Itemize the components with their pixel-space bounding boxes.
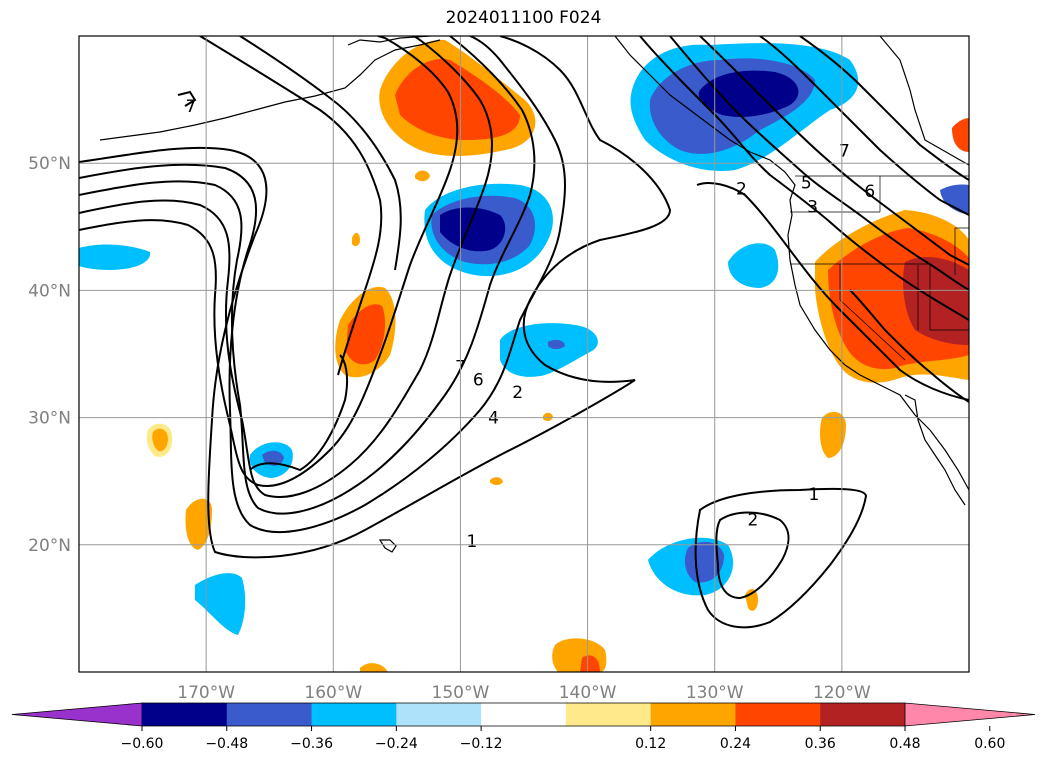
map-title: 2024011100 F024: [445, 8, 602, 28]
contour-6-west-lobe: [239, 36, 402, 271]
contour-label: 7: [185, 97, 196, 117]
contour-7-inner: [249, 354, 349, 472]
coast-alaska-north: [347, 36, 431, 46]
colorbar-bin: [226, 703, 313, 726]
lon-tick-label: 120°W: [813, 683, 871, 703]
positive-anomaly-canada-edge: [952, 118, 969, 152]
contour-2-main: [79, 36, 566, 534]
colorbar-tick-label: 0.24: [720, 736, 751, 752]
contour-label: 2: [747, 510, 758, 530]
colorbar-bin: [311, 703, 397, 726]
positive-blob-5: [360, 663, 388, 672]
colorbar-bin: [396, 703, 482, 726]
colorbar-extend-high: [904, 702, 1036, 727]
contours: [79, 36, 969, 629]
colorbar-tick-label: 0.36: [805, 736, 836, 752]
positive-blob-1-core: [152, 428, 168, 452]
contour-2-east: [639, 36, 969, 321]
lat-tick-label: 20°N: [28, 536, 71, 556]
positive-blob-10: [543, 412, 553, 422]
contour-label: 2: [736, 180, 747, 200]
colorbar-tick-label: 0.48: [889, 736, 920, 752]
positive-blob-4-core: [580, 655, 600, 672]
shaded-anomaly-field: [79, 39, 969, 672]
coast-aleutians-alaska: [99, 39, 441, 141]
contour-label: 1: [808, 485, 819, 505]
contour-7-main: [79, 36, 459, 487]
coast-baja-gulf: [904, 394, 966, 506]
contour-4-east: [849, 289, 969, 403]
map-frame: [78, 35, 970, 673]
positive-blob-2: [185, 498, 212, 550]
contour-7-west-lobe: [199, 36, 383, 376]
contour-3-east: [669, 36, 969, 291]
contour-label: 6: [864, 182, 875, 202]
colorbar-outline: [142, 702, 905, 727]
contour-label: 3: [807, 197, 818, 217]
contour-label: 6: [473, 370, 484, 390]
lon-tick-label: 130°W: [686, 683, 744, 703]
contour-1-main: [79, 36, 672, 559]
colorbar-tick-label: −0.36: [290, 736, 333, 752]
contour-label: 4: [488, 409, 499, 429]
contour-4-main: [79, 36, 536, 515]
positive-blob-8: [415, 170, 430, 182]
lat-tick-label: 40°N: [28, 281, 71, 301]
contour-label: 1: [466, 532, 477, 552]
negative-core-east-of-center: [548, 339, 565, 349]
gridlines: [79, 36, 969, 672]
contour-1-east: [696, 182, 969, 401]
negative-anomaly-near-17n: [195, 573, 246, 635]
colorbar-bin: [481, 703, 567, 726]
lon-tick-label: 140°W: [559, 683, 617, 703]
lat-tick-label: 30°N: [28, 409, 71, 429]
colorbar-bin: [142, 703, 228, 726]
colorbar-tick-label: −0.60: [121, 736, 164, 752]
positive-blob-9: [490, 477, 503, 485]
coast-hawaii: [378, 539, 397, 553]
contour-5-east: [699, 36, 969, 266]
state-border-6: [954, 227, 969, 275]
colorbar-bin: [650, 703, 736, 726]
negative-anomaly-west-edge: [79, 244, 151, 270]
colorbar-tick-label: 0.12: [635, 736, 666, 752]
colorbar-tick-label: −0.12: [460, 736, 503, 752]
contour-6-east: [759, 36, 969, 216]
contour-7-label-curve: [177, 90, 197, 107]
colorbar-tick-label: 0.60: [974, 736, 1005, 752]
positive-blob-3: [820, 411, 846, 458]
negative-core-mid-pacific: [440, 207, 506, 252]
lon-tick-label: 160°W: [304, 683, 362, 703]
colorbar-bin: [820, 703, 906, 726]
state-border-4: [839, 264, 906, 361]
colorbar: −0.60 −0.48 −0.36 −0.24 −0.12 0.12 0.24 0.36 0.4…: [11, 702, 1036, 752]
contour-label: 2: [512, 383, 523, 403]
colorbar-tick-label: −0.48: [205, 736, 248, 752]
longitude-tick-labels: 170°W 160°W 150°W 140°W 130°W 120°W: [177, 683, 871, 703]
colorbar-bin: [735, 703, 821, 726]
negative-anomaly-offshore-oregon: [728, 243, 779, 288]
contour-label: 5: [801, 173, 812, 193]
lon-tick-label: 150°W: [432, 683, 490, 703]
coast-canada-interior: [879, 36, 969, 166]
negative-core-bc: [698, 70, 799, 117]
contour-2-southeast: [715, 511, 790, 600]
lat-tick-label: 50°N: [28, 154, 71, 174]
contour-label: 7: [839, 141, 850, 161]
negative-anomaly-canada-edge: [940, 184, 969, 215]
colorbar-bin: [565, 703, 652, 726]
contour-1-southeast: [694, 487, 868, 629]
negative-core-near-27n: [262, 450, 284, 466]
positive-blob-7: [352, 232, 360, 247]
lon-tick-label: 170°W: [177, 683, 235, 703]
latitude-tick-labels: 20°N 30°N 40°N 50°N: [28, 154, 71, 556]
colorbar-tick-label: −0.24: [375, 736, 418, 752]
colorbar-extend-low: [11, 702, 143, 727]
contour-6-main: [79, 36, 493, 498]
